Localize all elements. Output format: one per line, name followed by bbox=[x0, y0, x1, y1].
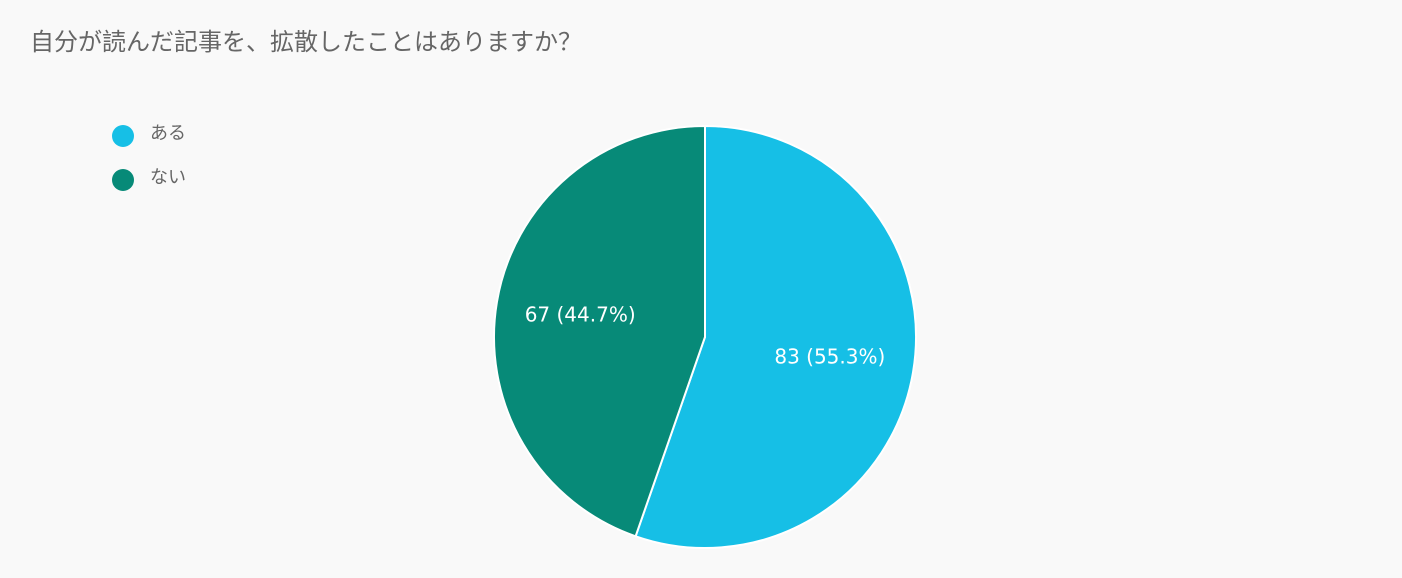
legend-label: ある bbox=[150, 123, 186, 144]
pie-slice bbox=[493, 124, 706, 538]
legend-label: ない bbox=[150, 167, 186, 188]
data-label: 67 (44.7%) bbox=[525, 302, 636, 326]
data-label: 83 (55.3%) bbox=[774, 345, 885, 369]
legend-marker bbox=[112, 125, 134, 147]
chart-title: 自分が読んだ記事を、拡散したことはありますか？ bbox=[30, 28, 582, 56]
legend-marker bbox=[112, 169, 134, 191]
